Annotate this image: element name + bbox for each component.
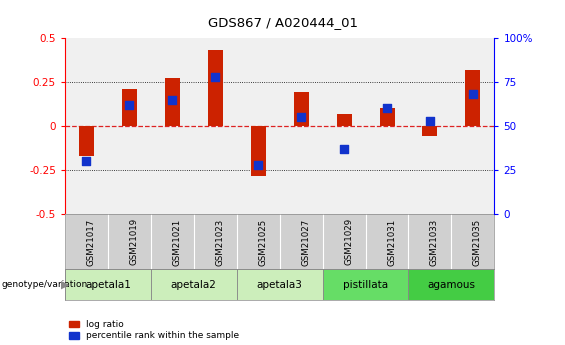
Text: ▶: ▶ bbox=[61, 280, 69, 289]
Legend: log ratio, percentile rank within the sample: log ratio, percentile rank within the sa… bbox=[69, 320, 239, 341]
Bar bbox=[323, 269, 408, 300]
Text: agamous: agamous bbox=[428, 280, 475, 289]
Point bbox=[82, 158, 91, 164]
Bar bbox=[165, 78, 180, 126]
Point bbox=[254, 162, 263, 167]
Text: GSM21029: GSM21029 bbox=[344, 218, 353, 265]
Point bbox=[211, 74, 220, 79]
Bar bbox=[408, 269, 494, 300]
Bar bbox=[237, 269, 323, 300]
Bar bbox=[466, 70, 480, 126]
Bar bbox=[208, 50, 223, 126]
Text: GSM21033: GSM21033 bbox=[430, 218, 439, 266]
Text: GSM21021: GSM21021 bbox=[172, 218, 181, 266]
Bar bbox=[380, 108, 394, 126]
Text: GSM21035: GSM21035 bbox=[473, 218, 482, 266]
Bar bbox=[79, 126, 94, 156]
Text: GSM21031: GSM21031 bbox=[387, 218, 396, 266]
Text: genotype/variation: genotype/variation bbox=[1, 280, 88, 289]
Bar bbox=[65, 269, 151, 300]
Text: apetala1: apetala1 bbox=[85, 280, 131, 289]
Point bbox=[425, 118, 434, 124]
Point bbox=[168, 97, 177, 102]
Point bbox=[383, 106, 392, 111]
Bar bbox=[423, 126, 437, 136]
Text: GSM21025: GSM21025 bbox=[258, 218, 267, 266]
Point bbox=[125, 102, 134, 108]
Text: apetala2: apetala2 bbox=[171, 280, 217, 289]
Bar bbox=[251, 126, 266, 176]
Point bbox=[340, 146, 349, 151]
Bar bbox=[337, 114, 351, 126]
Text: GSM21019: GSM21019 bbox=[129, 218, 138, 265]
Point bbox=[297, 115, 306, 120]
Bar bbox=[151, 269, 237, 300]
Text: pistillata: pistillata bbox=[343, 280, 388, 289]
Text: GSM21017: GSM21017 bbox=[86, 218, 95, 266]
Text: GDS867 / A020444_01: GDS867 / A020444_01 bbox=[207, 16, 358, 29]
Text: apetala3: apetala3 bbox=[257, 280, 303, 289]
Bar bbox=[294, 92, 308, 126]
Text: GSM21023: GSM21023 bbox=[215, 218, 224, 266]
Text: GSM21027: GSM21027 bbox=[301, 218, 310, 266]
Point bbox=[468, 91, 477, 97]
Bar bbox=[122, 89, 137, 126]
